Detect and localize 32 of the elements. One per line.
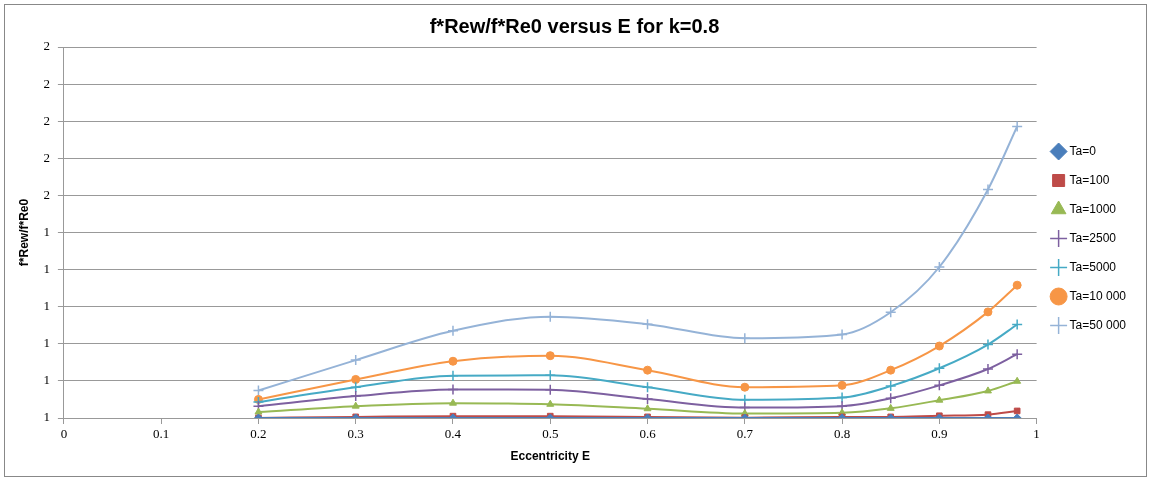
y-tick-label: 1	[43, 223, 50, 239]
y-tick-label: 1	[43, 261, 50, 277]
y-tick-label: 1	[43, 335, 50, 351]
legend-label: Ta=1000	[1069, 201, 1117, 216]
y-tick-label: 2	[43, 38, 50, 54]
x-tick-label: 0	[60, 426, 68, 442]
x-tick-label: 0.8	[833, 426, 851, 442]
x-tick-label: 0.9	[931, 426, 948, 442]
x-axis-title: Eccentricity E	[510, 449, 590, 464]
y-tick-label: 1	[43, 298, 50, 314]
x-tick-label: 0.4	[444, 426, 462, 442]
legend-label: Ta=50 000	[1069, 317, 1127, 332]
y-tick-label: 2	[43, 112, 50, 128]
legend-label: Ta=5000	[1069, 259, 1117, 274]
legend-label: Ta=100	[1069, 172, 1110, 187]
x-tick-label: 1	[1033, 426, 1040, 442]
x-tick-label: 0.7	[736, 426, 754, 442]
x-tick-label: 0.2	[250, 426, 267, 442]
x-tick-label: 0.1	[153, 426, 170, 442]
legend-label: Ta=0	[1069, 143, 1097, 158]
y-tick-label: 1	[43, 409, 50, 425]
legend-label: Ta=2500	[1069, 230, 1117, 245]
y-tick-label: 2	[43, 149, 50, 165]
legend-label: Ta=10 000	[1069, 288, 1127, 303]
chart-title: f*Rew/f*Re0 versus E for k=0.8	[429, 14, 720, 37]
y-tick-label: 1	[43, 372, 50, 388]
y-tick-label: 2	[43, 75, 50, 91]
x-tick-label: 0.6	[639, 426, 657, 442]
y-tick-label: 2	[43, 186, 50, 202]
x-tick-label: 0.5	[542, 426, 559, 442]
y-axis-title: f*Rew/f*Re0	[16, 198, 31, 267]
x-tick-label: 0.3	[347, 426, 364, 442]
